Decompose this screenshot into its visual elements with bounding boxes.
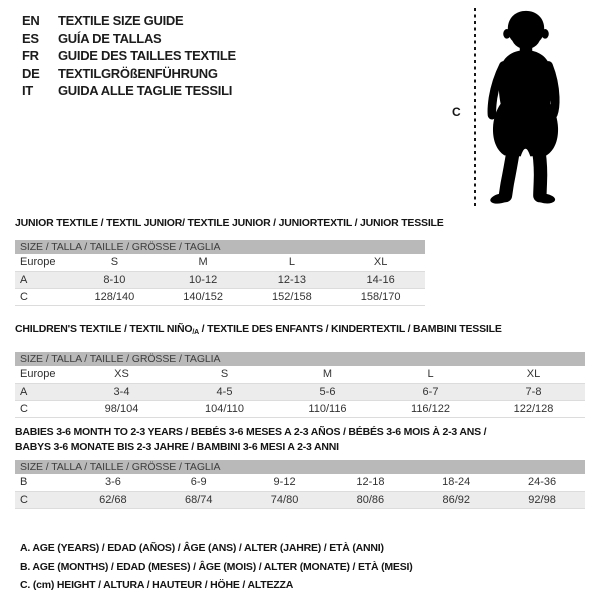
height-cell: 122/128 <box>482 400 585 418</box>
language-code: IT <box>22 83 33 99</box>
height-cell: 80/86 <box>327 491 414 509</box>
row-label-c: C <box>15 400 70 418</box>
table-row: Europe XS S M L XL <box>15 366 585 384</box>
table-row: A 8-10 10-12 12-13 14-16 <box>15 271 425 289</box>
language-row-de: DE TEXTILGRÖßENFÜHRUNG <box>22 65 236 83</box>
language-code: EN <box>22 13 40 29</box>
babies-title-line2: BABYS 3-6 MONATE BIS 2-3 JAHRE / BAMBINI… <box>15 441 339 453</box>
age-months-cell: 18-24 <box>413 474 500 492</box>
children-title-prefix: CHILDREN'S TEXTILE / TEXTIL NIÑO <box>15 323 193 335</box>
size-cell: L <box>247 254 337 272</box>
table-row: C 98/104 104/110 110/116 116/122 122/128 <box>15 400 585 418</box>
language-row-es: ES GUÍA DE TALLAS <box>22 30 236 48</box>
age-months-cell: 3-6 <box>70 474 156 492</box>
language-row-en: EN TEXTILE SIZE GUIDE <box>22 12 236 30</box>
junior-section-title: JUNIOR TEXTILE / TEXTIL JUNIOR/ TEXTILE … <box>15 217 444 229</box>
age-cell: 5-6 <box>276 383 379 401</box>
height-cell: 98/104 <box>70 400 173 418</box>
age-months-cell: 12-18 <box>327 474 414 492</box>
table-row: C 62/68 68/74 74/80 80/86 86/92 92/98 <box>15 491 585 509</box>
guide-title-de: TEXTILGRÖßENFÜHRUNG <box>58 65 218 81</box>
guide-title-fr: GUIDE DES TAILLES TEXTILE <box>58 48 236 64</box>
row-label-b: B <box>15 474 70 492</box>
height-cell: 62/68 <box>70 491 156 509</box>
guide-title-es: GUÍA DE TALLAS <box>58 30 162 46</box>
language-row-fr: FR GUIDE DES TAILLES TEXTILE <box>22 47 236 65</box>
height-cell: 128/140 <box>70 288 159 306</box>
age-months-cell: 6-9 <box>155 474 242 492</box>
height-marker-label: C <box>452 105 461 119</box>
height-cell: 158/170 <box>336 288 425 306</box>
height-cell: 68/74 <box>155 491 242 509</box>
height-cell: 152/158 <box>247 288 337 306</box>
age-cell: 4-5 <box>173 383 276 401</box>
size-cell: M <box>158 254 248 272</box>
language-code: ES <box>22 30 39 46</box>
height-cell: 116/122 <box>379 400 482 418</box>
age-cell: 3-4 <box>70 383 173 401</box>
junior-size-table: SIZE / TALLA / TAILLE / GRÖSSE / TAGLIA … <box>15 240 425 306</box>
height-cell: 140/152 <box>158 288 248 306</box>
babies-size-table: SIZE / TALLA / TAILLE / GRÖSSE / TAGLIA … <box>15 460 585 509</box>
language-code: DE <box>22 65 40 81</box>
guide-title-en: TEXTILE SIZE GUIDE <box>58 13 184 29</box>
age-cell: 6-7 <box>379 383 482 401</box>
table-row: B 3-6 6-9 9-12 12-18 18-24 24-36 <box>15 474 585 492</box>
height-cell: 92/98 <box>499 491 585 509</box>
age-cell: 8-10 <box>70 271 159 289</box>
size-cell: XL <box>336 254 425 272</box>
size-cell: M <box>276 366 379 384</box>
size-cell: L <box>379 366 482 384</box>
junior-size-section: JUNIOR TEXTILE / TEXTIL JUNIOR/ TEXTILE … <box>15 217 444 306</box>
size-cell: XS <box>70 366 173 384</box>
row-label-c: C <box>15 491 70 509</box>
children-section-title: CHILDREN'S TEXTILE / TEXTIL NIÑO/A / TEX… <box>15 323 585 339</box>
babies-size-section: BABIES 3-6 MONTH TO 2-3 YEARS / BEBÉS 3-… <box>15 425 585 509</box>
guide-title-it: GUIDA ALLE TAGLIE TESSILI <box>58 83 233 99</box>
height-dashed-line <box>474 8 476 208</box>
table-row: C 128/140 140/152 152/158 158/170 <box>15 288 425 306</box>
toddler-silhouette-icon <box>487 10 560 204</box>
height-cell: 104/110 <box>173 400 276 418</box>
age-cell: 14-16 <box>336 271 425 289</box>
row-label-europe: Europe <box>15 254 70 272</box>
row-label-europe: Europe <box>15 366 70 384</box>
children-title-suffix: / TEXTILE DES ENFANTS / KINDERTEXTIL / B… <box>198 323 502 335</box>
language-code: FR <box>22 48 39 64</box>
children-title-subscript: /A <box>192 329 199 336</box>
size-header-bar: SIZE / TALLA / TAILLE / GRÖSSE / TAGLIA <box>15 240 425 254</box>
row-label-a: A <box>15 383 70 401</box>
table-row: A 3-4 4-5 5-6 6-7 7-8 <box>15 383 585 401</box>
age-cell: 12-13 <box>247 271 337 289</box>
children-size-table: SIZE / TALLA / TAILLE / GRÖSSE / TAGLIA … <box>15 352 585 418</box>
row-label-a: A <box>15 271 70 289</box>
footnote-height: C. (cm) HEIGHT / ALTURA / HAUTEUR / HÖHE… <box>20 579 294 591</box>
language-guide: EN TEXTILE SIZE GUIDE ES GUÍA DE TALLAS … <box>22 12 236 100</box>
footnote-age-years: A. AGE (YEARS) / EDAD (AÑOS) / ÂGE (ANS)… <box>20 542 384 554</box>
age-cell: 10-12 <box>158 271 248 289</box>
table-row: Europe S M L XL <box>15 254 425 272</box>
age-cell: 7-8 <box>482 383 585 401</box>
row-label-c: C <box>15 288 70 306</box>
age-months-cell: 24-36 <box>499 474 585 492</box>
height-cell: 74/80 <box>241 491 328 509</box>
height-cell: 86/92 <box>413 491 500 509</box>
legend-footnotes: A. AGE (YEARS) / EDAD (AÑOS) / ÂGE (ANS)… <box>20 539 413 595</box>
size-cell: S <box>70 254 159 272</box>
footnote-age-months: B. AGE (MONTHS) / EDAD (MESES) / ÂGE (MO… <box>20 560 413 573</box>
size-header-bar: SIZE / TALLA / TAILLE / GRÖSSE / TAGLIA <box>15 352 585 366</box>
age-months-cell: 9-12 <box>241 474 328 492</box>
size-cell: S <box>173 366 276 384</box>
babies-title-line1: BABIES 3-6 MONTH TO 2-3 YEARS / BEBÉS 3-… <box>15 426 487 438</box>
size-cell: XL <box>482 366 585 384</box>
children-size-section: CHILDREN'S TEXTILE / TEXTIL NIÑO/A / TEX… <box>15 323 585 418</box>
babies-section-title: BABIES 3-6 MONTH TO 2-3 YEARS / BEBÉS 3-… <box>15 425 585 455</box>
language-row-it: IT GUIDA ALLE TAGLIE TESSILI <box>22 82 236 100</box>
height-cell: 110/116 <box>276 400 379 418</box>
size-header-bar: SIZE / TALLA / TAILLE / GRÖSSE / TAGLIA <box>15 460 585 474</box>
